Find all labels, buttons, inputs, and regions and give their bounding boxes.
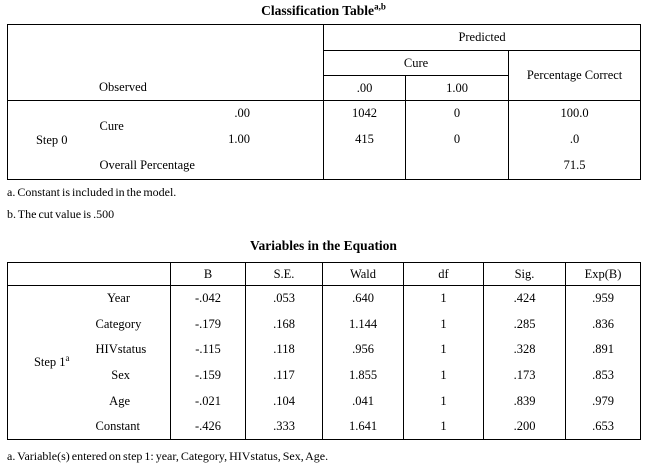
cell-overall-pred100	[405, 152, 509, 180]
age-SE: .104	[245, 388, 323, 414]
observed-header-cell: Observed	[99, 80, 147, 94]
predicted-00-header-cell: .00	[323, 75, 406, 101]
category-Wald: 1.144	[322, 311, 404, 337]
variables-header-empty-cell	[7, 262, 171, 286]
classification-table-title: Classification Tablea,b	[7, 1, 640, 19]
age-Wald: .041	[322, 388, 404, 414]
classification-table-title-text: Classification Table	[261, 3, 375, 18]
year-Wald: .640	[322, 285, 404, 312]
classification-table: Observed Predicted Cure Percentage Corre…	[7, 24, 642, 180]
column-header-Wald: Wald	[322, 262, 404, 286]
constant-ExpB: .653	[565, 413, 641, 440]
step1-label: Step 1	[33, 355, 66, 369]
cure-header-cell: Cure	[323, 50, 509, 76]
constant-Sig: .200	[483, 413, 566, 440]
sex-Wald: 1.855	[322, 362, 404, 389]
footnote-a-constant-included: a. Constant is included in the model.	[7, 185, 177, 199]
cure-100-row-label-cell: 1.00	[228, 132, 251, 146]
sex-df: 1	[403, 362, 484, 389]
hivstatus-SE: .118	[245, 336, 323, 363]
category-ExpB: .836	[565, 311, 641, 337]
constant-df: 1	[403, 413, 484, 440]
step0-label-cell: Step 0	[7, 100, 96, 180]
step1-label-superscript: a	[65, 352, 70, 363]
row-label-year: Year	[106, 291, 130, 306]
year-ExpB: .959	[565, 285, 641, 312]
cell-overall-pred00	[323, 152, 406, 180]
year-B: -.042	[170, 285, 246, 312]
predicted-header-cell: Predicted	[323, 24, 641, 51]
classification-table-title-superscript: a,b	[374, 1, 386, 12]
step1-label-cell: Step 1a	[8, 286, 96, 440]
step0-label: Step 0	[35, 132, 68, 147]
category-Sig: .285	[483, 311, 566, 337]
category-SE: .168	[245, 311, 323, 337]
column-header-B: B	[170, 262, 246, 286]
cell-00-pct: 100.0	[508, 100, 641, 127]
cure-00-row-label-cell: .00	[170, 100, 324, 127]
hivstatus-Sig: .328	[483, 336, 566, 363]
hivstatus-df: 1	[403, 336, 484, 363]
sex-B: -.159	[170, 362, 246, 389]
age-df: 1	[403, 388, 484, 414]
predicted-100-header-cell: 1.00	[405, 75, 509, 101]
cell-overall-pct: 71.5	[508, 152, 641, 180]
hivstatus-Wald: .956	[322, 336, 404, 363]
row-label-sex: Sex	[111, 368, 130, 382]
cell-00-pred100: 0	[405, 100, 509, 127]
age-Sig: .839	[483, 388, 566, 414]
row-label-hivstatus: HIVstatus	[95, 342, 147, 356]
variables-in-equation-table: B S.E. Wald df Sig. Exp(B) Step 1a Year …	[7, 262, 641, 440]
footnote-a-variables-entered: a. Variable(s) entered on step 1: year, …	[7, 449, 329, 463]
column-header-df: df	[403, 262, 484, 286]
hivstatus-ExpB: .891	[565, 336, 641, 363]
year-df: 1	[403, 285, 484, 312]
category-df: 1	[403, 311, 484, 337]
year-SE: .053	[245, 285, 323, 312]
column-header-ExpB: Exp(B)	[565, 262, 641, 286]
percentage-correct-header-cell: Percentage Correct	[508, 50, 641, 101]
cure-row-group-label-cell: Cure	[95, 100, 171, 153]
cell-00-pred00: 1042	[323, 100, 406, 127]
overall-percentage-label-cell: Overall Percentage	[99, 158, 195, 173]
sex-Sig: .173	[483, 362, 566, 389]
column-header-Sig: Sig.	[483, 262, 566, 286]
variables-table-title: Variables in the Equation	[250, 238, 397, 253]
cell-100-pct: .0	[508, 126, 641, 153]
constant-B: -.426	[170, 413, 246, 440]
age-B: -.021	[170, 388, 246, 414]
constant-Wald: 1.641	[322, 413, 404, 440]
row-label-age: Age	[109, 393, 130, 408]
row-label-constant: Constant	[95, 418, 140, 433]
cell-100-pred100: 0	[405, 126, 509, 153]
cell-100-pred00: 415	[323, 126, 406, 153]
category-B: -.179	[170, 311, 246, 337]
sex-ExpB: .853	[565, 362, 641, 389]
constant-SE: .333	[245, 413, 323, 440]
row-label-category: Category	[95, 316, 142, 331]
hivstatus-B: -.115	[170, 336, 246, 363]
year-Sig: .424	[483, 285, 566, 312]
sex-SE: .117	[245, 362, 323, 389]
age-ExpB: .979	[565, 388, 641, 414]
column-header-SE: S.E.	[245, 262, 323, 286]
footnote-b-cut-value: b. The cut value is .500	[7, 207, 115, 221]
